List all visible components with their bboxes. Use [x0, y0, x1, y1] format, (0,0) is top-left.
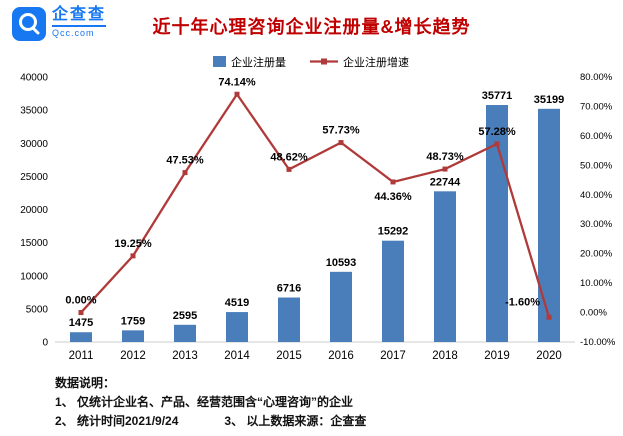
notes-heading: 数据说明：	[55, 376, 116, 390]
brand-domain: Qcc.com	[52, 28, 95, 38]
note-3: 3、 以上数据来源：企查查	[224, 414, 367, 428]
bar-2011	[70, 332, 92, 342]
left-axis-tick: 35000	[20, 106, 48, 117]
line-marker	[130, 253, 136, 259]
legend-label-bars: 企业注册量	[231, 55, 286, 69]
bar-2015	[278, 297, 300, 342]
left-axis-tick: 30000	[20, 139, 48, 150]
bar-2018	[434, 191, 456, 342]
left-axis-tick: 25000	[20, 172, 48, 183]
growth-rate-label: -1.60%	[505, 296, 540, 308]
bar-value-label: 1759	[121, 315, 145, 327]
line-marker	[78, 310, 84, 316]
right-axis-tick: 0.00%	[580, 308, 607, 319]
brand-name: 企查查	[52, 7, 107, 27]
x-axis-label: 2020	[536, 350, 562, 362]
bar-2013	[174, 324, 196, 342]
x-axis-label: 2019	[484, 350, 510, 362]
bar-value-label: 35771	[482, 90, 513, 102]
growth-rate-label: 48.73%	[426, 151, 464, 163]
growth-rate-label: 47.53%	[166, 155, 204, 167]
line-marker	[182, 170, 188, 176]
bar-value-label: 6716	[277, 283, 301, 295]
right-axis-tick: 60.00%	[580, 131, 613, 142]
line-marker	[442, 166, 448, 172]
line-marker	[286, 166, 292, 172]
line-marker	[494, 141, 500, 147]
line-marker	[338, 140, 344, 146]
bar-value-label: 10593	[326, 257, 357, 269]
right-axis-tick: 20.00%	[580, 249, 613, 260]
chart-title: 近十年心理咨询企业注册量&增长趋势	[152, 17, 471, 37]
right-axis-tick: 70.00%	[580, 101, 613, 112]
registration-trend-chart: 0 5000 10000 15000 20000 25000 30000 35000 40000…	[20, 55, 616, 362]
bar-2017	[382, 240, 404, 342]
line-marker	[390, 179, 396, 185]
bar-value-label: 15292	[378, 226, 409, 238]
bar-value-label: 1475	[69, 317, 93, 329]
legend-line-marker	[321, 58, 327, 65]
line-marker	[546, 314, 552, 320]
x-axis-label: 2013	[172, 350, 198, 362]
growth-rate-label: 0.00%	[65, 295, 96, 307]
note-row: 2、 统计时间2021/9/24 3、 以上数据来源：企查查	[55, 412, 623, 431]
growth-rate-label: 19.25%	[114, 238, 152, 250]
right-axis-tick: 80.00%	[580, 72, 613, 83]
bar-2020	[538, 108, 560, 342]
left-axis-tick: 15000	[20, 238, 48, 249]
growth-rate-label: 44.36%	[374, 191, 412, 203]
legend-bar-swatch	[213, 56, 226, 67]
left-axis-tick: 20000	[20, 205, 48, 216]
left-axis-tick: 10000	[20, 271, 48, 282]
bar-value-label: 2595	[173, 310, 197, 322]
bar-2012	[122, 330, 144, 342]
x-axis-label: 2012	[120, 350, 146, 362]
growth-rate-label: 57.28%	[478, 126, 516, 138]
bar-2016	[330, 271, 352, 342]
chart-header: 企查查 Qcc.com 近十年心理咨询企业注册量&增长趋势	[0, 0, 623, 52]
growth-rate-label: 48.62%	[270, 151, 308, 163]
bar-value-label: 22744	[430, 176, 461, 188]
right-axis-tick: 10.00%	[580, 278, 613, 289]
qcc-logo-icon	[12, 7, 46, 41]
right-axis-tick: -10.00%	[580, 337, 616, 348]
note-2: 2、 统计时间2021/9/24	[55, 414, 179, 428]
note-1: 1、 仅统计企业名、产品、经营范围含“心理咨询”的企业	[55, 395, 354, 409]
growth-rate-label: 74.14%	[218, 76, 256, 88]
qcc-logo: 企查查 Qcc.com	[12, 7, 107, 41]
x-axis-label: 2017	[380, 350, 406, 362]
right-axis-tick: 30.00%	[580, 219, 613, 230]
qcc-logo-text: 企查查 Qcc.com	[52, 7, 107, 38]
line-marker	[234, 91, 240, 97]
left-axis-tick: 5000	[26, 304, 49, 315]
x-axis-label: 2011	[69, 350, 94, 362]
x-axis-label: 2015	[276, 350, 302, 362]
bar-value-label: 4519	[225, 297, 249, 309]
left-axis-tick: 0	[42, 338, 48, 349]
x-axis-label: 2018	[432, 350, 458, 362]
right-axis-tick: 40.00%	[580, 190, 613, 201]
data-notes: 数据说明： 1、 仅统计企业名、产品、经营范围含“心理咨询”的企业 2、 统计时…	[55, 374, 623, 431]
right-axis-tick: 50.00%	[580, 160, 613, 171]
left-axis-tick: 40000	[20, 73, 48, 84]
x-axis-label: 2016	[328, 350, 354, 362]
growth-rate-label: 57.73%	[322, 125, 360, 137]
legend-label-line: 企业注册增速	[343, 55, 409, 69]
bar-value-label: 35199	[534, 94, 565, 106]
growth-rate-line	[80, 92, 551, 318]
bar-2014	[226, 312, 248, 342]
x-axis-label: 2014	[224, 350, 250, 362]
